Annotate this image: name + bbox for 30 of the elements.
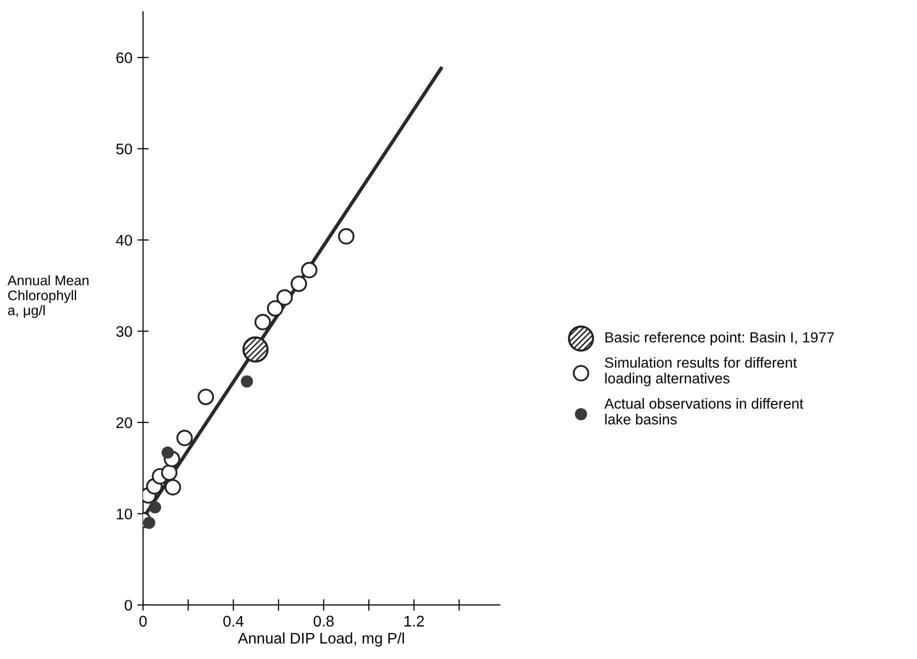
point: [143, 516, 156, 529]
y-tick-label: 10: [116, 508, 132, 520]
y-axis-title: Annual Mean Chlorophyll a, μg/l: [8, 275, 88, 318]
x-tick-label: 1.2: [404, 616, 424, 626]
point: [148, 501, 162, 514]
point: [276, 289, 293, 306]
point: [266, 300, 284, 317]
x-tick-label: 0: [139, 616, 147, 627]
legend-label: Simulation results for different loading alternatives: [604, 357, 797, 386]
point: [164, 479, 182, 496]
point: [254, 314, 271, 330]
point: [198, 388, 214, 406]
y-tick-label: 20: [116, 417, 132, 428]
point: [301, 262, 318, 278]
x-axis-title: Annual DIP Load, mg P/l: [238, 632, 404, 647]
point: [290, 276, 308, 292]
x-tick-label: 0.8: [314, 616, 334, 627]
point: [240, 375, 253, 388]
point: [242, 336, 269, 363]
legend-label: Actual observations in different lake basins: [604, 398, 804, 424]
y-tick-label: 60: [116, 52, 132, 64]
y-tick-label: 0: [124, 600, 132, 611]
y-tick-label: 50: [116, 144, 132, 154]
y-tick-label: 30: [116, 326, 132, 337]
point: [176, 430, 193, 446]
point: [338, 228, 354, 245]
point: [161, 464, 178, 481]
x-tick-label: 0.4: [223, 616, 244, 627]
legend-label: Basic reference point: Basin I, 1977: [606, 332, 834, 346]
y-tick-label: 40: [116, 234, 132, 246]
